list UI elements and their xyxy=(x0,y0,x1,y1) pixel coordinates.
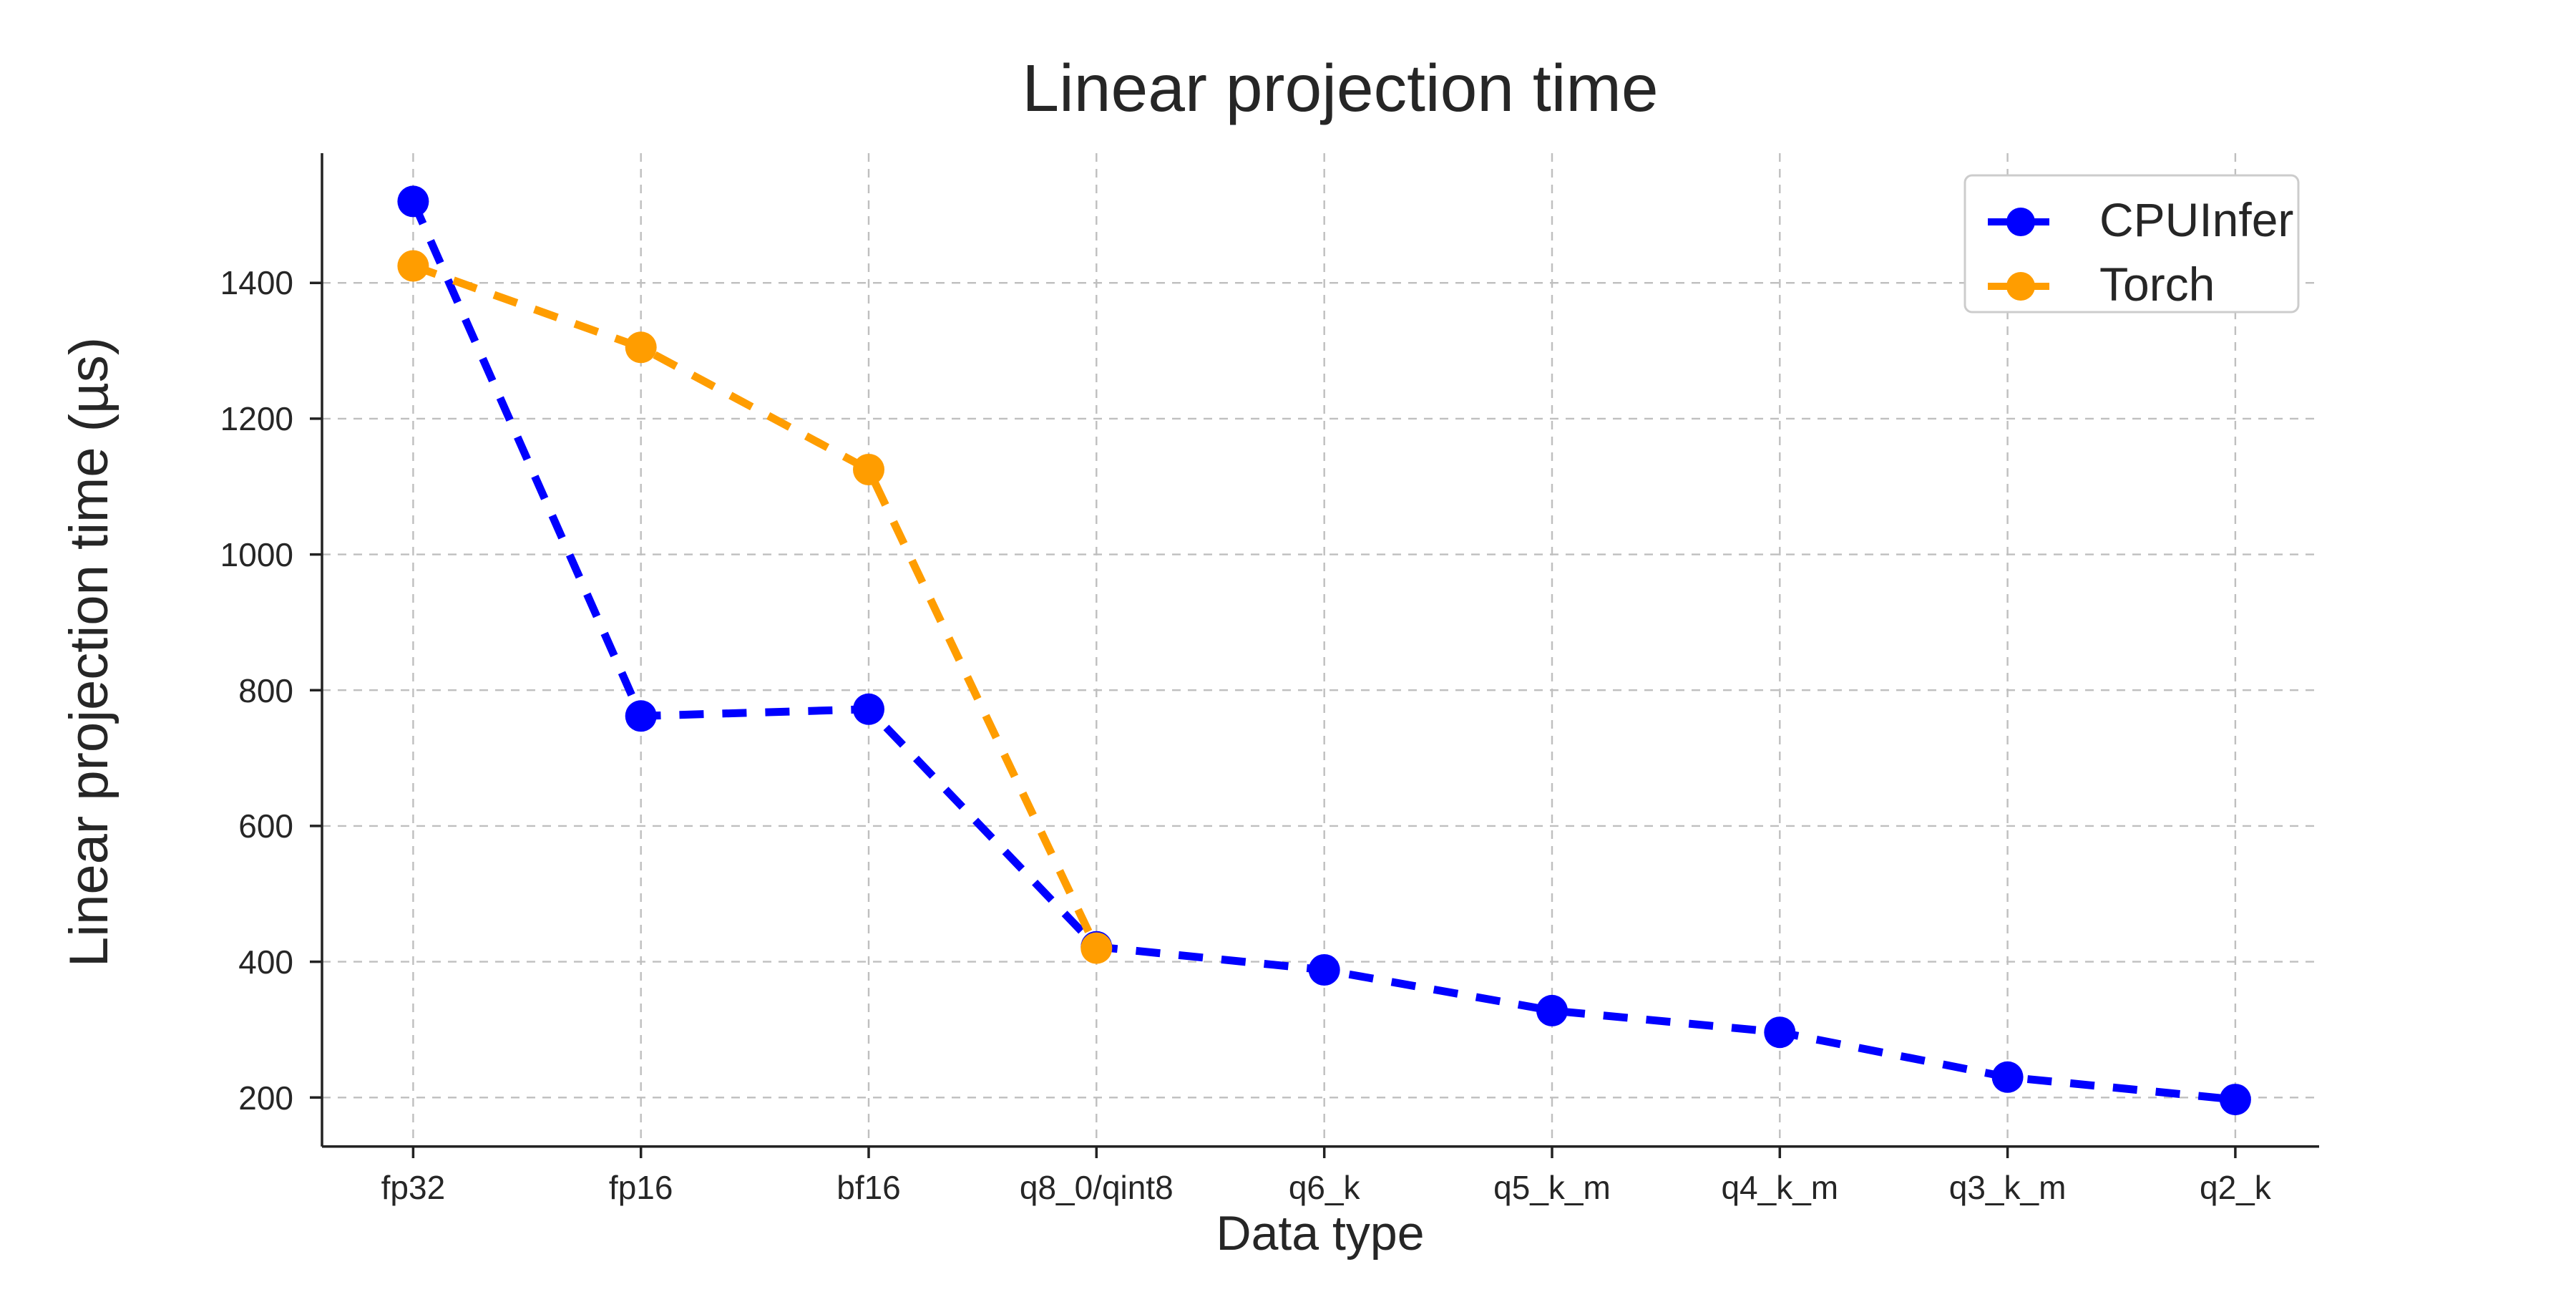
svg-text:Linear projection time: Linear projection time xyxy=(1022,51,1658,125)
svg-text:q3_k_m: q3_k_m xyxy=(1949,1169,2067,1206)
svg-text:q6_k: q6_k xyxy=(1289,1169,1361,1206)
svg-text:q4_k_m: q4_k_m xyxy=(1721,1169,1838,1206)
svg-text:fp16: fp16 xyxy=(609,1169,673,1206)
svg-text:q5_k_m: q5_k_m xyxy=(1493,1169,1611,1206)
svg-text:fp32: fp32 xyxy=(381,1169,446,1206)
svg-text:Data type: Data type xyxy=(1216,1206,1424,1261)
svg-text:1200: 1200 xyxy=(220,400,293,437)
svg-text:q2_k: q2_k xyxy=(2200,1169,2272,1206)
svg-text:bf16: bf16 xyxy=(836,1169,901,1206)
svg-text:800: 800 xyxy=(238,672,293,709)
svg-text:Torch: Torch xyxy=(2099,258,2215,311)
svg-text:1000: 1000 xyxy=(220,536,293,573)
svg-text:Linear projection time (µs): Linear projection time (µs) xyxy=(59,337,119,967)
svg-text:200: 200 xyxy=(238,1079,293,1117)
svg-text:q8_0/qint8: q8_0/qint8 xyxy=(1020,1169,1174,1206)
svg-text:600: 600 xyxy=(238,807,293,845)
svg-text:CPUInfer: CPUInfer xyxy=(2099,193,2293,246)
svg-text:400: 400 xyxy=(238,943,293,981)
svg-text:1400: 1400 xyxy=(220,264,293,301)
